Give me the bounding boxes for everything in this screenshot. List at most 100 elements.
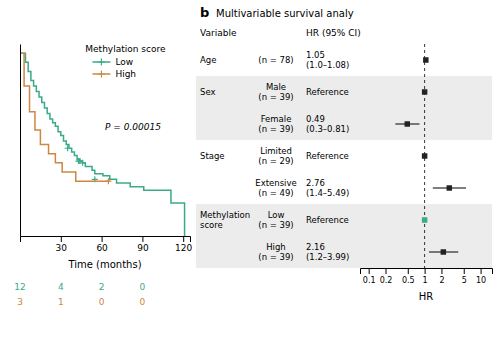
row-band [196,204,492,236]
subgroup-label: Limited(n = 29) [258,146,293,166]
hr-label: 2.16(1.2–3.99) [306,242,349,262]
hazard-ratio [447,185,452,190]
at-risk-number: 0 [99,297,105,307]
legend: Methylation score Low High [85,44,166,79]
column-header: Variable [200,28,237,38]
tick-mark [481,268,482,274]
survival-curve [20,53,185,236]
text-line: Reference [306,215,349,225]
legend-title: Methylation score [85,44,166,54]
hazard-ratio [423,57,428,62]
censor-mark [80,160,86,166]
p-value: P = 0.00015 [105,122,161,132]
hr-label: 1.05(1.0–1.08) [306,50,349,70]
at-risk-number: 2 [99,282,105,292]
tick-label: 0.1 [363,276,376,285]
legend-label: High [115,69,136,79]
hr-label: 2.76(1.4–5.49) [306,178,349,198]
text-line: (n = 39) [258,124,293,134]
tick: 0.1 [363,268,376,285]
hazard-ratio [422,153,427,158]
axis-line [21,237,191,243]
at-risk-number: 1 [58,297,64,307]
tick-label: 90 [137,243,149,253]
text-line: (n = 39) [258,92,293,102]
tick-mark [61,236,62,242]
tick-label: 2 [439,276,444,285]
tick: 60 [96,236,108,253]
subgroup-label: Female(n = 39) [258,114,293,134]
tick-mark [183,236,184,242]
censor-mark [65,145,71,151]
tick: 90 [137,236,149,253]
title: Multivariable survival analy [216,8,354,19]
tick: 120 [175,236,192,253]
text-line: 1.05 [306,50,325,60]
hr-label: 0.49(0.3–0.81) [306,114,349,134]
tick: 10 [476,268,486,285]
tick-label: 30 [56,243,68,253]
text-line: Age [200,55,216,65]
tick-mark [369,268,370,274]
variable-label: Sex [200,87,216,97]
text-line: (1.2–3.99) [306,252,349,262]
text-line: Female [261,114,292,124]
row-bands [196,76,492,268]
legend-label: Low [115,57,133,67]
tick-mark [102,236,103,242]
subgroup-label: (n = 78) [258,55,293,65]
tick: 5 [462,268,467,285]
text-line: 2.76 [306,178,325,188]
tick: 30 [56,236,68,253]
text-line: 0.49 [306,114,325,124]
hr-label: Reference [306,87,349,97]
legend-marker [98,71,105,78]
x-axis: 30 60 90 120 [21,236,193,253]
hazard-ratio [441,249,446,254]
tick-mark [142,236,143,242]
text-line: Reference [306,87,349,97]
tick-label: 60 [96,243,108,253]
tick-mark [441,268,442,274]
tick: 2 [439,268,444,285]
text-line: Male [266,82,286,92]
text-line: Reference [306,151,349,161]
text-line: Stage [200,151,225,161]
tick: 0.5 [402,268,415,285]
variable-label: Methylationscore [200,210,250,230]
text-line: (n = 39) [258,220,293,230]
chart: 306090120Time (months)124203100Methylati… [0,0,500,357]
text-line: (n = 78) [258,55,293,65]
x-axis-title: Time (months) [67,259,141,270]
text-line: (n = 29) [258,156,293,166]
text-line: Low [268,210,285,220]
text-line: Sex [200,87,216,97]
panel-label: b [200,5,209,20]
at-risk-number: 3 [17,297,23,307]
row-band [196,76,492,108]
text-line: (1.4–5.49) [306,188,349,198]
survival-curve [20,53,110,181]
text-line: (n = 39) [258,252,293,262]
text-line: (1.0–1.08) [306,60,349,70]
tick-mark [408,268,409,274]
hr-label: Reference [306,151,349,161]
tick-label: 5 [462,276,467,285]
column-header: HR (95% CI) [306,28,361,38]
subgroup-label: Extensive(n = 49) [255,178,296,198]
at-risk-number: 0 [140,282,146,292]
tick-label: 120 [175,243,192,253]
variable-label: Age [200,55,216,65]
tick-mark [425,268,426,274]
text-line: Limited [260,146,292,156]
at-risk-number: 12 [14,282,25,292]
tick-mark [464,268,465,274]
subgroup-label: High(n = 39) [258,242,293,262]
row-band [196,236,492,268]
variable-label: Stage [200,151,225,161]
text-line: score [200,220,223,230]
tick-mark [386,268,387,274]
subgroup-label: Low(n = 39) [258,210,293,230]
km-plot [20,53,185,236]
text-line: Methylation [200,210,250,220]
